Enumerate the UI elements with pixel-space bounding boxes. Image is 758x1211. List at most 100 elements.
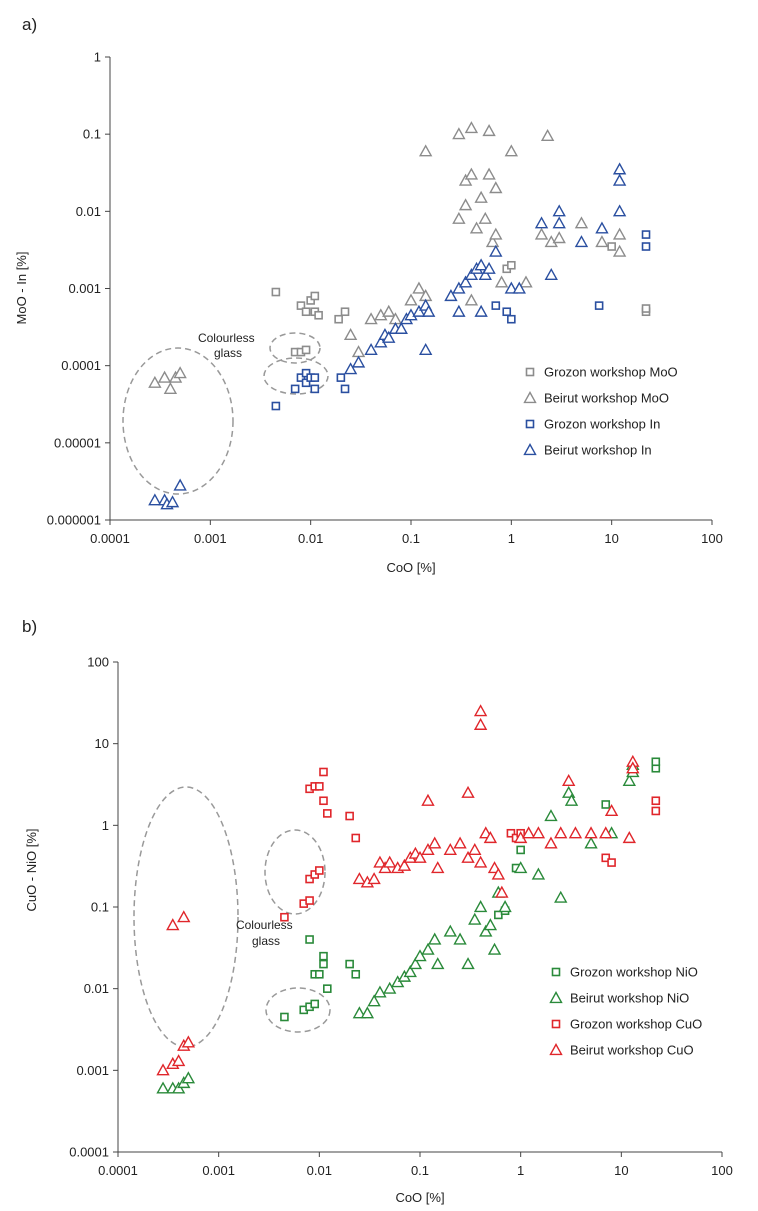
plot-a-annotation-line2: glass	[214, 346, 242, 360]
data-point	[498, 900, 512, 913]
data-point	[418, 342, 433, 356]
y-tick-label: 10	[95, 736, 109, 751]
data-point	[310, 999, 320, 1009]
x-tick-label: 0.01	[307, 1163, 332, 1178]
plot-a-xlabel: CoO [%]	[386, 560, 435, 575]
data-point	[483, 918, 498, 931]
plot-a-marks	[148, 121, 651, 510]
plot-b-legend: Grozon workshop NiO Beirut workshop NiO Gr…	[549, 965, 702, 1058]
data-point	[280, 1012, 289, 1022]
data-point	[367, 994, 381, 1007]
data-point	[305, 935, 314, 944]
data-point	[156, 1063, 170, 1076]
data-point	[452, 281, 466, 294]
data-point	[271, 287, 281, 297]
data-point	[428, 932, 442, 945]
data-point	[343, 328, 358, 341]
data-point	[506, 828, 516, 838]
data-point	[428, 836, 442, 849]
data-point	[458, 275, 473, 288]
data-point	[452, 304, 466, 317]
panel-letter-b: b)	[22, 617, 37, 636]
data-point	[651, 806, 661, 816]
data-point	[473, 855, 488, 868]
data-point	[301, 368, 311, 378]
x-tick-label: 1	[517, 1163, 524, 1178]
data-point	[315, 866, 324, 875]
plot-b-annotation-line2: glass	[252, 934, 280, 948]
legend-marker	[525, 419, 535, 429]
data-point	[173, 478, 187, 491]
x-tick-label: 10	[614, 1163, 628, 1178]
plot-b-ylabel: CuO - NiO [%]	[24, 828, 39, 911]
data-point	[531, 867, 546, 880]
legend-label: Beirut workshop In	[544, 443, 652, 458]
y-tick-label: 0.01	[84, 981, 109, 996]
data-point	[156, 1081, 170, 1094]
data-point	[612, 162, 627, 175]
plot-b-ellipse-colourless-red	[264, 829, 326, 915]
data-point	[612, 244, 627, 257]
data-point	[482, 261, 496, 274]
x-tick-label: 0.01	[298, 531, 323, 546]
data-point	[418, 144, 433, 157]
data-point	[574, 235, 589, 248]
data-point	[351, 833, 361, 843]
data-point	[612, 173, 627, 186]
data-point	[534, 227, 549, 240]
y-tick-label: 100	[87, 655, 109, 670]
data-point	[641, 304, 651, 313]
legend-label: Grozon workshop In	[544, 417, 660, 432]
data-point	[507, 260, 516, 270]
data-point	[367, 872, 381, 885]
data-point	[373, 855, 387, 868]
data-point	[315, 969, 324, 979]
data-point	[468, 912, 482, 925]
data-point	[290, 384, 300, 394]
x-tick-label: 0.0001	[90, 531, 130, 546]
plot-a-annotation-line1: Colourless	[198, 331, 255, 345]
data-point	[552, 231, 566, 244]
data-point	[444, 289, 458, 302]
data-point	[554, 890, 568, 903]
data-point	[513, 861, 528, 874]
data-point	[319, 796, 328, 806]
x-tick-label: 100	[701, 531, 723, 546]
legend-marker	[549, 991, 563, 1004]
data-point	[412, 281, 426, 294]
legend-label: Grozon workshop CuO	[570, 1017, 702, 1032]
data-point	[305, 896, 314, 905]
data-point	[544, 809, 558, 822]
data-point	[319, 767, 328, 777]
data-point	[461, 850, 475, 863]
plot-b-ellipse-outlier-cluster	[133, 786, 239, 1048]
data-point	[421, 842, 435, 856]
data-point	[651, 757, 661, 767]
data-point	[552, 216, 566, 229]
data-point	[461, 785, 475, 798]
data-point	[453, 932, 467, 945]
legend-marker	[551, 1019, 561, 1029]
data-point	[599, 826, 613, 839]
data-point	[641, 242, 651, 251]
data-point	[607, 858, 616, 867]
y-tick-label: 1	[102, 818, 109, 833]
data-point	[531, 826, 546, 839]
data-point	[351, 345, 366, 358]
data-point	[165, 495, 180, 508]
data-point	[351, 969, 361, 979]
data-point	[568, 826, 583, 839]
data-point	[352, 1006, 367, 1019]
data-point	[345, 959, 354, 969]
data-point	[383, 855, 397, 868]
legend-label: Beirut workshop NiO	[570, 991, 689, 1006]
data-point	[469, 221, 484, 234]
data-point	[502, 307, 512, 317]
data-point	[622, 773, 636, 787]
data-point	[373, 985, 387, 998]
data-point	[301, 378, 311, 388]
data-point	[403, 965, 417, 978]
data-point	[461, 957, 475, 970]
plot-a-ellipse-outlier-cluster	[122, 347, 234, 495]
